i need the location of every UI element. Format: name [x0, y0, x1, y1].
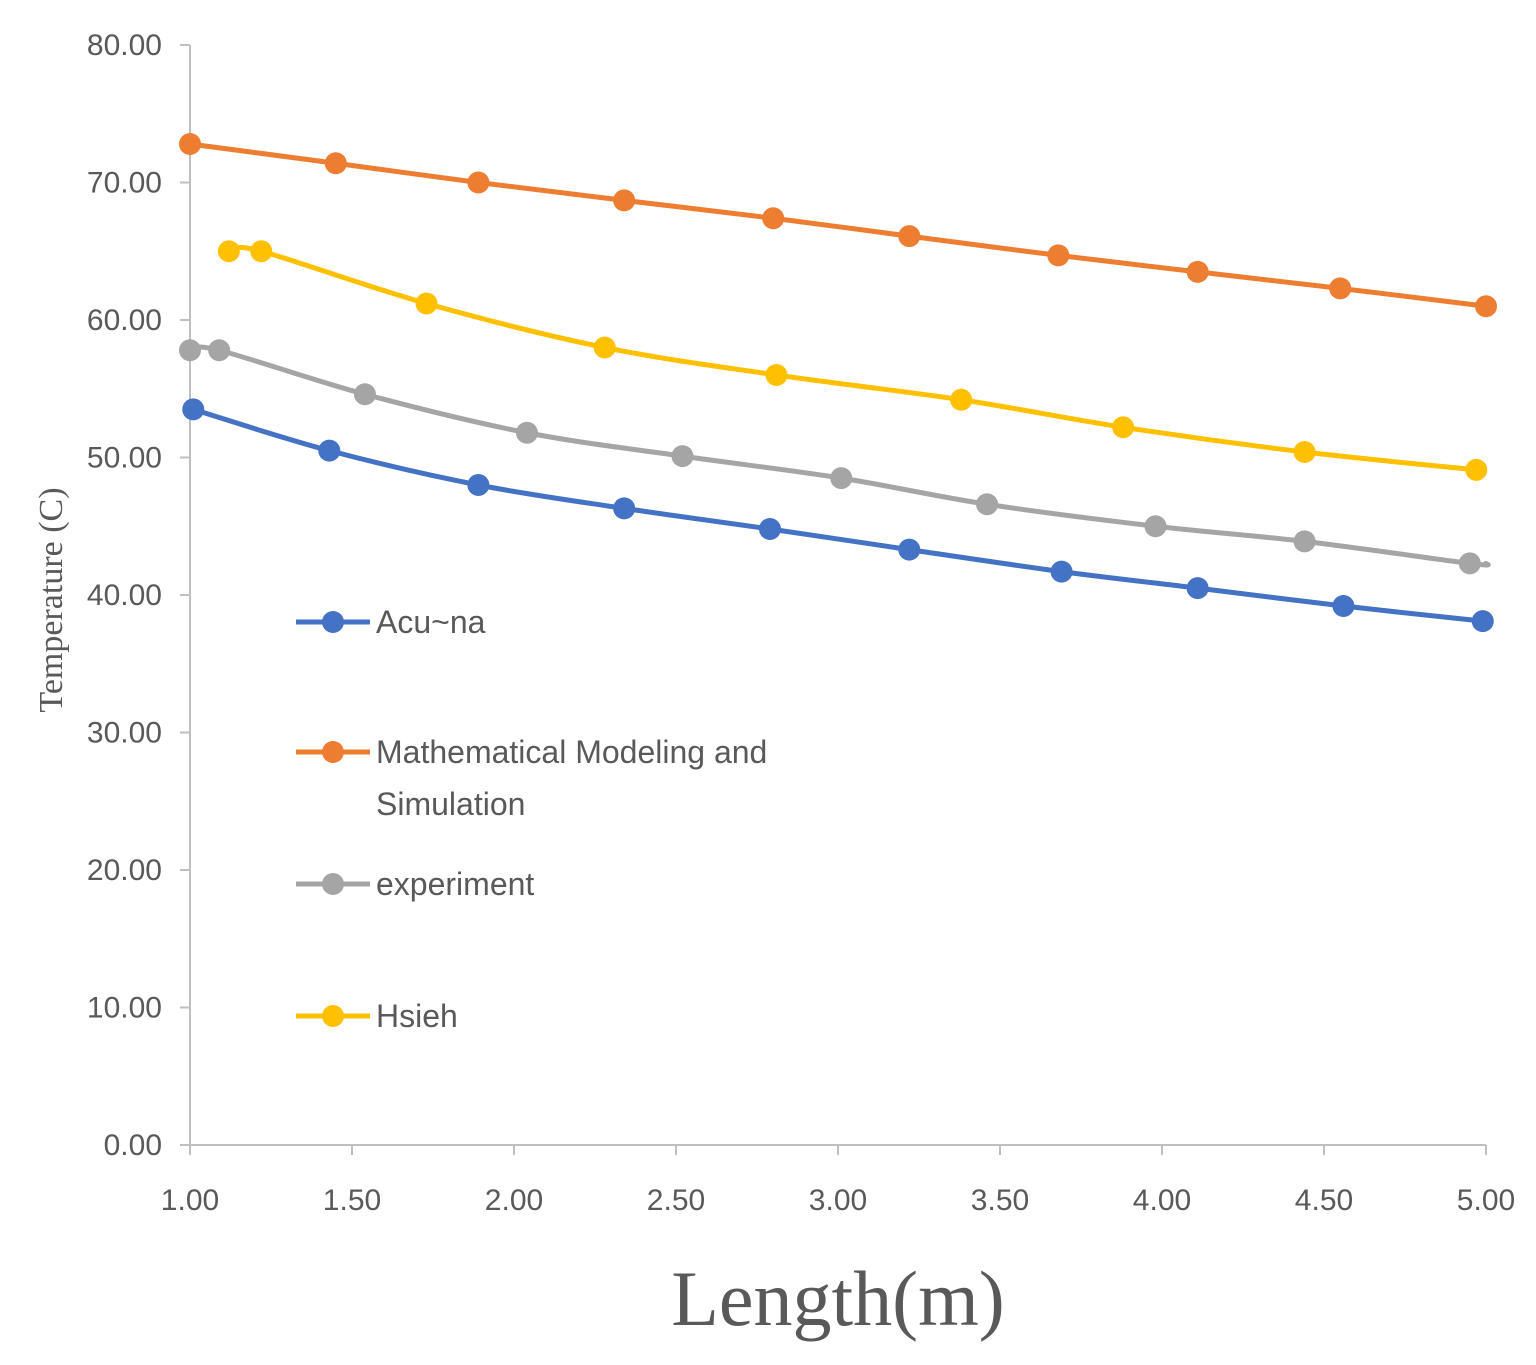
x-tick-label: 3.00: [809, 1184, 867, 1217]
data-point-experiment: [830, 467, 853, 490]
y-tick-label: 10.00: [87, 992, 162, 1025]
data-point-experiment: [208, 339, 231, 362]
series-hsieh: [217, 240, 1488, 481]
legend-marker: [322, 741, 344, 763]
x-tick-label: 1.00: [161, 1184, 219, 1217]
data-point-mathematical-modeling-and-simulation: [179, 133, 201, 155]
data-point-acu-na: [1332, 595, 1355, 617]
data-point-acu-na: [318, 439, 341, 462]
data-point-hsieh: [950, 388, 973, 411]
data-point-experiment: [1144, 515, 1167, 538]
data-point-mathematical-modeling-and-simulation: [1047, 244, 1070, 267]
data-point-mathematical-modeling-and-simulation: [1186, 260, 1209, 283]
y-axis-title: Temperature (C): [33, 487, 70, 712]
data-point-experiment: [1293, 530, 1316, 553]
axes: 0.00 10.00 20.00 30.00 40.00 50.00 60.00 70.00 8…: [87, 29, 1515, 1217]
data-point-acu-na: [1471, 610, 1494, 633]
data-point-experiment: [179, 339, 201, 362]
data-point-experiment: [353, 383, 376, 406]
legend-item-hsieh: Hsieh: [296, 998, 458, 1034]
data-point-mathematical-modeling-and-simulation: [762, 207, 785, 230]
y-tick-label: 40.00: [87, 579, 162, 612]
data-point-mathematical-modeling-and-simulation: [1329, 277, 1352, 300]
y-tick-label: 70.00: [87, 167, 162, 200]
y-tick-label: 60.00: [87, 304, 162, 337]
x-tick-label: 3.50: [971, 1184, 1029, 1217]
legend-marker: [322, 611, 344, 633]
data-point-mathematical-modeling-and-simulation: [1475, 295, 1497, 318]
legend-marker: [322, 1005, 344, 1027]
y-tick-label: 50.00: [87, 442, 162, 475]
data-point-mathematical-modeling-and-simulation: [467, 171, 490, 194]
legend: Acu~na Mathematical Modeling and Simulatio…: [296, 604, 767, 1034]
legend-item-mathematical-modeling-and-simulation: Mathematical Modeling and Simulation: [296, 734, 767, 822]
data-point-acu-na: [898, 538, 921, 561]
y-tick-label: 30.00: [87, 717, 162, 750]
x-tick-label: 4.50: [1295, 1184, 1353, 1217]
series-experiment: [179, 339, 1491, 575]
data-point-hsieh: [250, 240, 273, 263]
data-point-mathematical-modeling-and-simulation: [324, 152, 347, 175]
series-layer: [179, 133, 1497, 633]
data-point-acu-na: [1050, 560, 1073, 583]
x-tick-label: 2.50: [647, 1184, 705, 1217]
data-point-acu-na: [613, 497, 636, 520]
series-line-mathematical-modeling-and-simulation: [187, 141, 1489, 309]
x-tick-label: 1.50: [323, 1184, 381, 1217]
data-point-hsieh: [217, 240, 240, 263]
legend-marker: [322, 873, 344, 895]
series-line-hsieh: [226, 244, 1479, 473]
x-tick-label: 2.00: [485, 1184, 543, 1217]
legend-label: Acu~na: [376, 604, 486, 640]
data-point-acu-na: [1186, 577, 1209, 600]
legend-label: experiment: [376, 866, 534, 902]
legend-label: Hsieh: [376, 998, 458, 1034]
data-point-hsieh: [415, 292, 438, 315]
series-line-acu-na: [190, 406, 1486, 624]
data-point-hsieh: [593, 336, 616, 359]
y-tick-label: 80.00: [87, 29, 162, 62]
data-point-experiment: [671, 445, 694, 468]
series-mathematical-modeling-and-simulation: [179, 133, 1497, 318]
data-point-acu-na: [467, 474, 490, 496]
x-axis-title: Length(m): [671, 1255, 1005, 1342]
x-tick-label: 4.00: [1133, 1184, 1191, 1217]
y-tick-label: 20.00: [87, 854, 162, 887]
data-point-hsieh: [1465, 458, 1488, 481]
data-point-hsieh: [1293, 441, 1316, 463]
data-point-experiment: [976, 493, 999, 516]
data-point-hsieh: [1112, 416, 1135, 439]
x-tick-label: 5.00: [1457, 1184, 1515, 1217]
data-point-experiment: [515, 421, 538, 444]
series-acu-na: [182, 398, 1494, 633]
legend-label: Mathematical Modeling and Simulation: [376, 734, 767, 822]
legend-item-acu-na: Acu~na: [296, 604, 486, 640]
y-tick-label: 0.00: [104, 1129, 162, 1162]
data-point-mathematical-modeling-and-simulation: [898, 225, 921, 248]
data-point-acu-na: [758, 518, 781, 540]
legend-item-experiment: experiment: [296, 866, 534, 902]
data-point-experiment: [1458, 552, 1481, 575]
data-point-mathematical-modeling-and-simulation: [613, 189, 636, 212]
data-point-hsieh: [765, 364, 788, 386]
data-point-acu-na: [182, 398, 205, 421]
series-line-experiment: [187, 344, 1491, 568]
